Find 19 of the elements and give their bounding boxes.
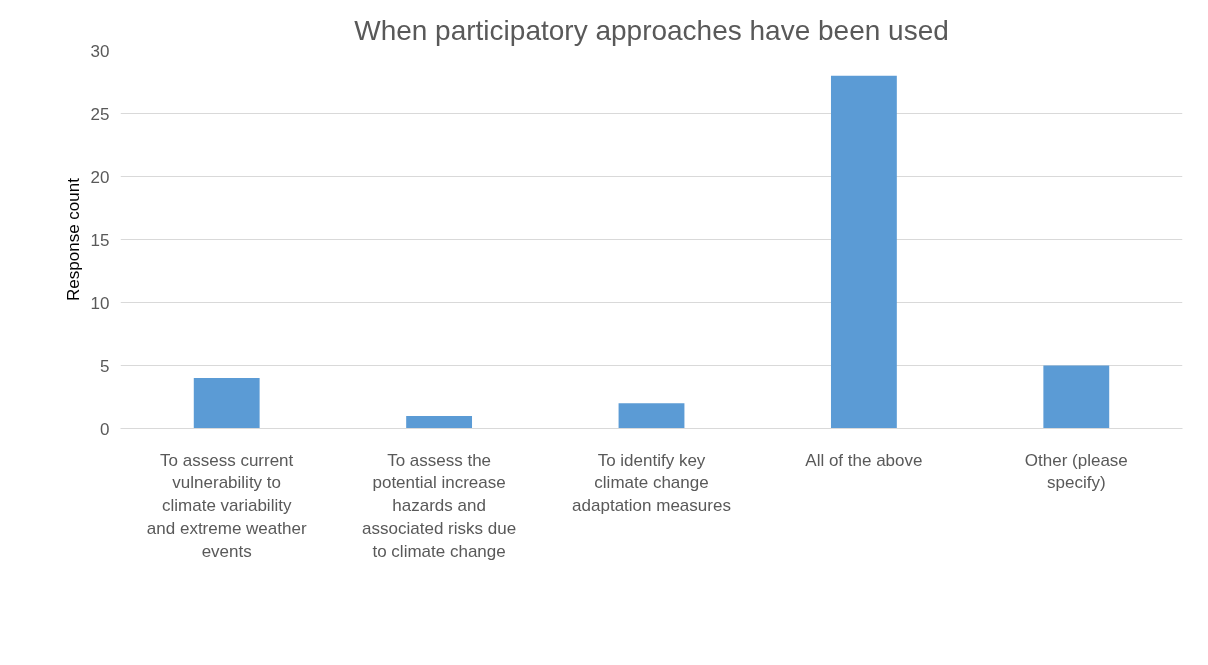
bar [406, 415, 473, 429]
chart-title: When participatory approaches have been used [354, 14, 949, 46]
x-tick-label: All of the above [805, 450, 923, 470]
x-tick-label: To assess current vulnerability to climate variability and extreme weather events [146, 450, 307, 561]
x-tick-label: To assess the potential increase hazards and associated risks due to climate change [362, 450, 517, 561]
y-tick-label: 30 [90, 41, 110, 61]
y-tick-label: 25 [90, 104, 110, 124]
bar [1043, 365, 1110, 429]
x-tick-label: To identify key climate change adaptation measures [572, 450, 731, 516]
y-tick-label: 15 [90, 230, 110, 250]
y-tick-label: 10 [90, 293, 110, 313]
x-tick-label: Other (please specify) [1024, 450, 1128, 493]
y-tick-label: 0 [100, 419, 110, 439]
bar [618, 403, 685, 429]
y-tick-label: 20 [90, 167, 110, 187]
bar [193, 378, 260, 429]
y-tick-label: 5 [100, 356, 110, 376]
bar [830, 75, 897, 429]
y-axis-title: Response count [63, 177, 83, 301]
